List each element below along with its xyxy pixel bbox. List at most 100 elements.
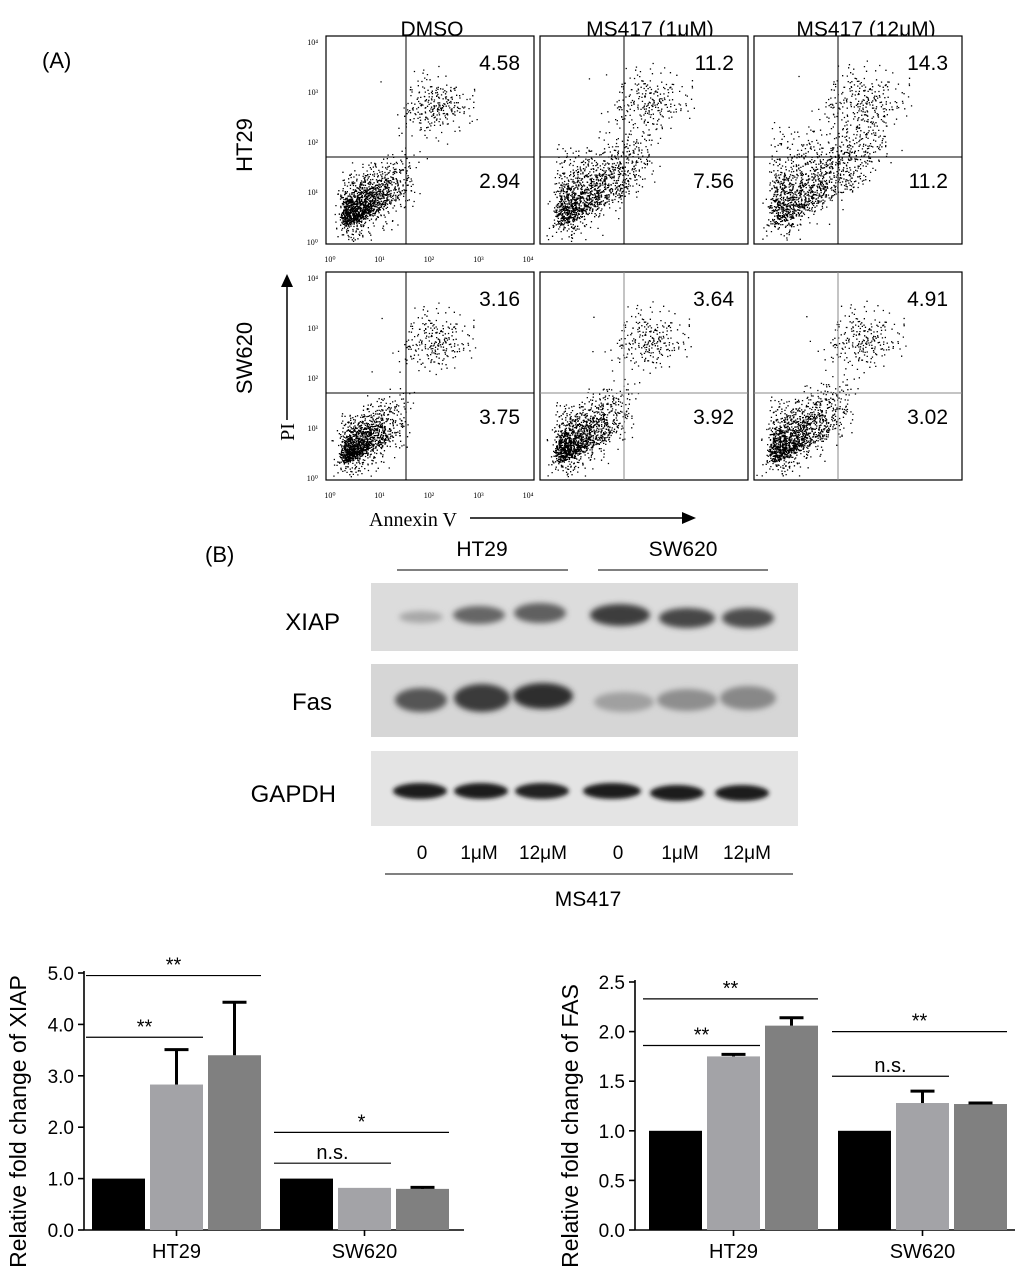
flow-plot: 3.64 3.92 [539, 271, 749, 481]
quadrant-value-early-apoptotic: 2.94 [479, 170, 520, 193]
lane-label: 1μM [460, 843, 497, 864]
event-dots [756, 300, 907, 477]
category-label: SW620 [890, 1241, 956, 1263]
bar [280, 1178, 333, 1230]
xiap-bar-chart: 0.0 1.0 2.0 3.0 4.0 5.0 Relative fold change o… [5, 955, 464, 1268]
bar [150, 1084, 203, 1230]
bar [92, 1178, 145, 1230]
y-tick-label: 3.0 [48, 1067, 74, 1088]
y-tick-label: 0.0 [48, 1221, 74, 1242]
category-label: SW620 [332, 1241, 398, 1263]
flow-cytometry-grid: 4.58 2.94 10⁰ 10¹ 10² 10³ 10⁴ 10⁰ 10¹ 10² 10³ 10⁴ 11… [307, 35, 963, 500]
panel-b-label: (B) [205, 542, 234, 567]
quadrant-value-late-apoptotic: 14.3 [907, 52, 948, 75]
quadrant-value-late-apoptotic: 3.16 [479, 288, 520, 311]
pi-arrowhead-icon [281, 274, 293, 287]
significance-label: ** [694, 1024, 710, 1046]
y-tick-label: 0.0 [599, 1221, 625, 1242]
bar [765, 1025, 818, 1230]
y-tick-label: 10³ [308, 324, 319, 333]
y-tick-label: 1.0 [48, 1170, 74, 1191]
x-tick-label: 10² [424, 491, 435, 500]
significance-label: n.s. [874, 1055, 906, 1077]
lane-label: 0 [417, 843, 428, 864]
quadrant-value-early-apoptotic: 7.56 [693, 170, 734, 193]
quadrant-value-late-apoptotic: 4.58 [479, 52, 520, 75]
y-tick-label: 2.0 [48, 1118, 74, 1139]
significance-label: ** [137, 1016, 153, 1038]
y-tick-label: 10⁴ [307, 38, 318, 47]
group-label-sw620: SW620 [649, 538, 718, 561]
panel-a-label: (A) [42, 48, 71, 73]
x-tick-label: 10⁴ [523, 255, 534, 264]
y-tick-label: 10⁰ [307, 238, 318, 247]
y-tick-label: 2.5 [599, 973, 625, 994]
flow-plot: 14.3 11.2 [753, 35, 963, 245]
x-tick-label: 10³ [473, 255, 484, 264]
plot-frame [539, 271, 749, 481]
quadrant-value-late-apoptotic: 4.91 [907, 288, 948, 311]
significance-label: * [358, 1111, 366, 1133]
y-axis-label: Relative fold change of FAS [557, 984, 583, 1268]
y-tick-label: 10² [308, 374, 319, 383]
y-tick-label: 10⁴ [307, 274, 318, 283]
bar [896, 1103, 949, 1230]
y-tick-label: 1.5 [599, 1072, 625, 1093]
quadrant-value-early-apoptotic: 3.75 [479, 406, 520, 429]
lane-label: 12μM [519, 843, 567, 864]
pi-axis-label: PI [277, 423, 299, 441]
x-tick-label: 10¹ [374, 255, 385, 264]
protein-label-xiap: XIAP [285, 609, 340, 636]
event-dots [546, 301, 692, 478]
y-tick-label: 10⁰ [307, 474, 318, 483]
event-dots [546, 62, 695, 243]
y-tick-label: 4.0 [48, 1015, 74, 1036]
lane-label: 1μM [661, 843, 698, 864]
y-tick-label: 10³ [308, 88, 319, 97]
y-tick-label: 5.0 [48, 964, 74, 985]
x-tick-label: 10¹ [374, 491, 385, 500]
significance-label: ** [723, 978, 739, 1000]
lane-label: 0 [613, 843, 624, 864]
quadrant-value-early-apoptotic: 11.2 [909, 170, 948, 193]
flow-plot: 3.16 3.75 10⁰ 10¹ 10² 10³ 10⁴ 10⁰ 10¹ 10² 10³ 10⁴ [307, 271, 535, 500]
y-tick-label: 0.5 [599, 1171, 625, 1192]
annexin-arrowhead-icon [682, 512, 696, 524]
significance-label: ** [912, 1011, 928, 1033]
bar [649, 1130, 702, 1230]
y-tick-label: 10¹ [308, 188, 319, 197]
y-tick-label: 10¹ [308, 424, 319, 433]
bar [707, 1056, 760, 1230]
column-label-ms417-1um: MS417 (1μM) [586, 18, 714, 41]
column-label-ms417-12um: MS417 (12μM) [796, 18, 935, 41]
blot-xiap [371, 583, 798, 651]
y-axis-label: Relative fold change of XIAP [5, 975, 31, 1268]
significance-label: ** [166, 955, 182, 977]
y-tick-label: 2.0 [599, 1023, 625, 1044]
lane-label: 12μM [723, 843, 771, 864]
row-label-sw620: SW620 [232, 322, 257, 394]
row-label-ht29: HT29 [232, 118, 257, 172]
flow-plot: 11.2 7.56 [539, 35, 749, 245]
fas-bar-chart: 0.0 0.5 1.0 1.5 2.0 2.5 Relative fold change o… [557, 973, 1015, 1268]
bar [208, 1055, 261, 1230]
quadrant-value-late-apoptotic: 11.2 [695, 52, 734, 75]
blot-gapdh [371, 751, 798, 826]
blot-fas [371, 664, 798, 737]
event-dots [762, 60, 913, 241]
x-tick-label: 10⁰ [324, 255, 335, 264]
bar [396, 1188, 449, 1230]
x-tick-label: 10³ [473, 491, 484, 500]
group-label-ht29: HT29 [456, 538, 507, 561]
significance-label: n.s. [316, 1142, 348, 1164]
y-tick-label: 1.0 [599, 1122, 625, 1143]
column-label-dmso: DMSO [401, 18, 464, 41]
protein-label-gapdh: GAPDH [251, 781, 336, 808]
y-tick-label: 10² [308, 138, 319, 147]
event-dots [331, 302, 477, 478]
category-label: HT29 [152, 1241, 201, 1263]
category-label: HT29 [709, 1241, 758, 1263]
quadrant-value-early-apoptotic: 3.02 [907, 406, 948, 429]
protein-label-fas: Fas [292, 689, 332, 716]
